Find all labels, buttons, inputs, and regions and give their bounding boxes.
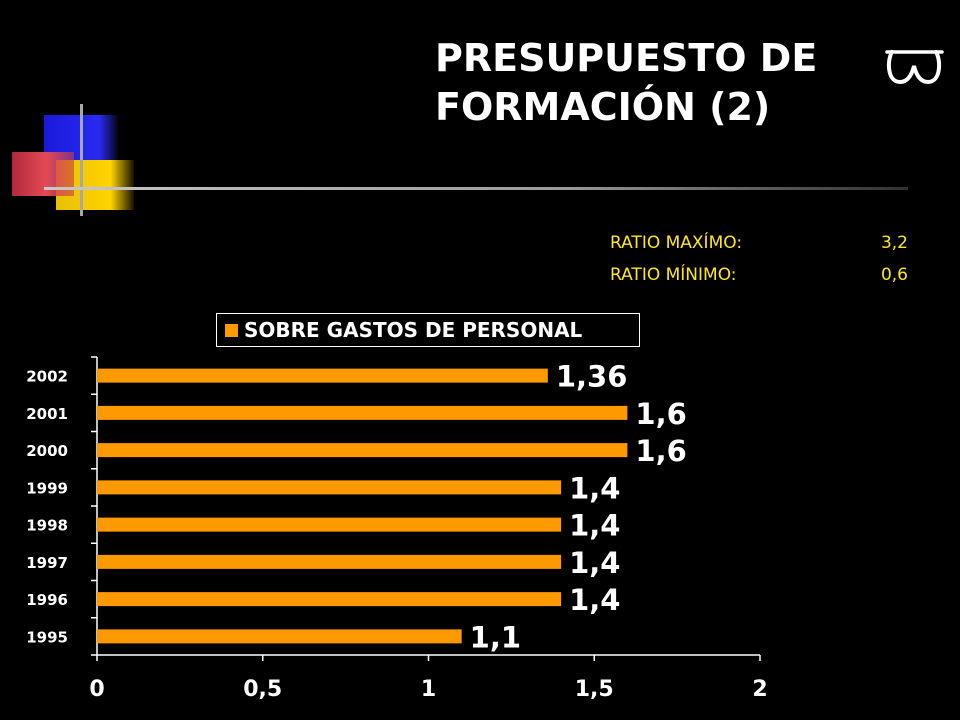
bar: [97, 554, 562, 569]
ratio-max-value: 3,2: [880, 233, 908, 253]
bar: [97, 368, 548, 383]
data-label: 1,4: [569, 471, 620, 505]
category-label: 2002: [26, 368, 68, 386]
data-label: 1,6: [635, 434, 686, 468]
chart-legend: SOBRE GASTOS DE PERSONAL: [216, 313, 640, 347]
decor-horizontal-line: [44, 187, 908, 190]
slide-title-line-1: PRESUPUESTO DE: [435, 36, 818, 80]
data-label: 1,4: [569, 546, 620, 580]
bar: [97, 517, 562, 532]
category-label: 1999: [26, 479, 68, 497]
slide-title-line-2: FORMACIÓN (2): [435, 85, 771, 129]
data-label: 1,1: [470, 620, 521, 654]
bar-chart: 0 0,5 1 1,5 2 2002 1,36 2001 1,6 2000 1,6 1999 1,4 19…: [26, 356, 768, 702]
ratio-max-label: RATIO MAXÍMO:: [610, 233, 743, 253]
x-tick-label: 0: [89, 677, 104, 702]
legend-label: SOBRE GASTOS DE PERSONAL: [244, 318, 583, 342]
ratio-min-label: RATIO MÍNIMO:: [610, 265, 737, 285]
category-label: 1998: [26, 517, 68, 535]
category-label: 2000: [26, 442, 68, 460]
bar: [97, 592, 562, 607]
category-label: 1997: [26, 554, 68, 572]
bar: [97, 629, 462, 644]
legend-swatch: [225, 323, 238, 337]
slide-title: PRESUPUESTO DE FORMACIÓN (2): [435, 34, 817, 132]
omega-symbol-icon: [885, 50, 944, 85]
data-label: 1,36: [556, 360, 628, 394]
ratio-min-value: 0,6: [880, 265, 908, 285]
x-tick-label: 1,5: [575, 677, 614, 702]
category-label: 1996: [26, 591, 68, 609]
decor-vertical-line: [80, 104, 83, 216]
data-label: 1,4: [569, 583, 620, 617]
category-label: 2001: [26, 405, 68, 423]
data-label: 1,6: [635, 397, 686, 431]
data-label: 1,4: [569, 509, 620, 543]
category-label: 1995: [26, 628, 68, 646]
bar: [97, 480, 562, 495]
bar: [97, 443, 628, 458]
x-tick-label: 2: [752, 677, 767, 702]
x-tick-label: 1: [421, 677, 436, 702]
x-tick-label: 0,5: [243, 677, 282, 702]
bar: [97, 405, 628, 420]
